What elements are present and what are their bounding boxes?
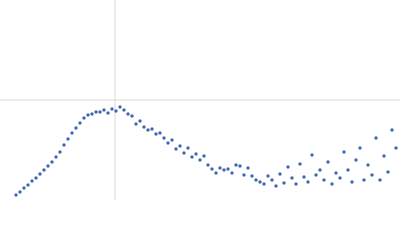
data-point xyxy=(142,125,146,129)
data-point xyxy=(310,153,314,157)
data-point xyxy=(334,171,338,175)
data-point xyxy=(62,143,66,147)
data-point xyxy=(290,176,294,180)
data-point xyxy=(42,168,46,172)
data-point xyxy=(318,168,322,172)
data-point xyxy=(178,144,182,148)
data-point xyxy=(254,178,258,182)
data-point xyxy=(378,178,382,182)
data-point xyxy=(326,160,330,164)
data-point xyxy=(122,108,126,112)
data-point xyxy=(374,136,378,140)
data-point xyxy=(190,155,194,159)
data-point xyxy=(106,111,110,115)
data-point xyxy=(102,108,106,112)
data-point xyxy=(34,176,38,180)
data-point xyxy=(146,128,150,132)
data-point xyxy=(26,183,30,187)
data-point xyxy=(74,126,78,130)
data-point xyxy=(198,158,202,162)
data-point xyxy=(226,167,230,171)
data-point xyxy=(358,146,362,150)
data-point xyxy=(386,170,390,174)
data-point xyxy=(354,158,358,162)
data-point xyxy=(342,150,346,154)
data-point xyxy=(286,165,290,169)
data-point xyxy=(242,173,246,177)
data-point xyxy=(210,167,214,171)
data-point xyxy=(66,137,70,141)
data-point xyxy=(90,112,94,116)
data-point xyxy=(70,131,74,135)
data-point xyxy=(266,174,270,178)
data-point xyxy=(206,163,210,167)
data-point xyxy=(218,166,222,170)
data-point xyxy=(234,163,238,167)
data-point xyxy=(86,113,90,117)
data-point xyxy=(346,168,350,172)
data-point xyxy=(278,172,282,176)
data-point xyxy=(138,119,142,123)
data-point xyxy=(134,122,138,126)
data-point xyxy=(366,163,370,167)
data-point xyxy=(182,151,186,155)
data-point xyxy=(306,180,310,184)
data-point xyxy=(270,178,274,182)
data-point xyxy=(238,164,242,168)
data-point xyxy=(126,112,130,116)
data-point xyxy=(362,178,366,182)
data-point xyxy=(294,182,298,186)
data-point xyxy=(298,162,302,166)
data-point xyxy=(58,150,62,154)
data-point xyxy=(18,190,22,194)
data-point xyxy=(50,160,54,164)
data-point xyxy=(202,154,206,158)
data-point xyxy=(38,172,42,176)
data-point xyxy=(230,171,234,175)
chart xyxy=(0,0,400,200)
data-point xyxy=(282,181,286,185)
data-point xyxy=(150,127,154,131)
data-point xyxy=(394,146,398,150)
data-point xyxy=(258,180,262,184)
data-point xyxy=(130,114,134,118)
data-point xyxy=(314,173,318,177)
data-point xyxy=(250,174,254,178)
data-point xyxy=(186,146,190,150)
data-point xyxy=(158,131,162,135)
data-point xyxy=(30,179,34,183)
data-point xyxy=(162,136,166,140)
data-point xyxy=(390,128,394,132)
data-point xyxy=(118,105,122,109)
data-point xyxy=(170,138,174,142)
data-point xyxy=(54,155,58,159)
data-point xyxy=(274,184,278,188)
data-point xyxy=(78,121,82,125)
data-point xyxy=(114,109,118,113)
data-point xyxy=(154,132,158,136)
data-point xyxy=(222,168,226,172)
data-point xyxy=(94,110,98,114)
data-point xyxy=(110,107,114,111)
data-point xyxy=(46,164,50,168)
data-point xyxy=(82,116,86,120)
data-point xyxy=(382,154,386,158)
data-point xyxy=(22,186,26,190)
data-point xyxy=(350,180,354,184)
data-point xyxy=(14,193,18,197)
data-point xyxy=(370,173,374,177)
data-point xyxy=(98,110,102,114)
data-point xyxy=(214,171,218,175)
data-point xyxy=(166,141,170,145)
data-point xyxy=(174,147,178,151)
data-point xyxy=(262,182,266,186)
data-point xyxy=(194,152,198,156)
data-point xyxy=(302,175,306,179)
data-point xyxy=(338,176,342,180)
data-point xyxy=(330,182,334,186)
data-point xyxy=(246,166,250,170)
data-point xyxy=(322,178,326,182)
